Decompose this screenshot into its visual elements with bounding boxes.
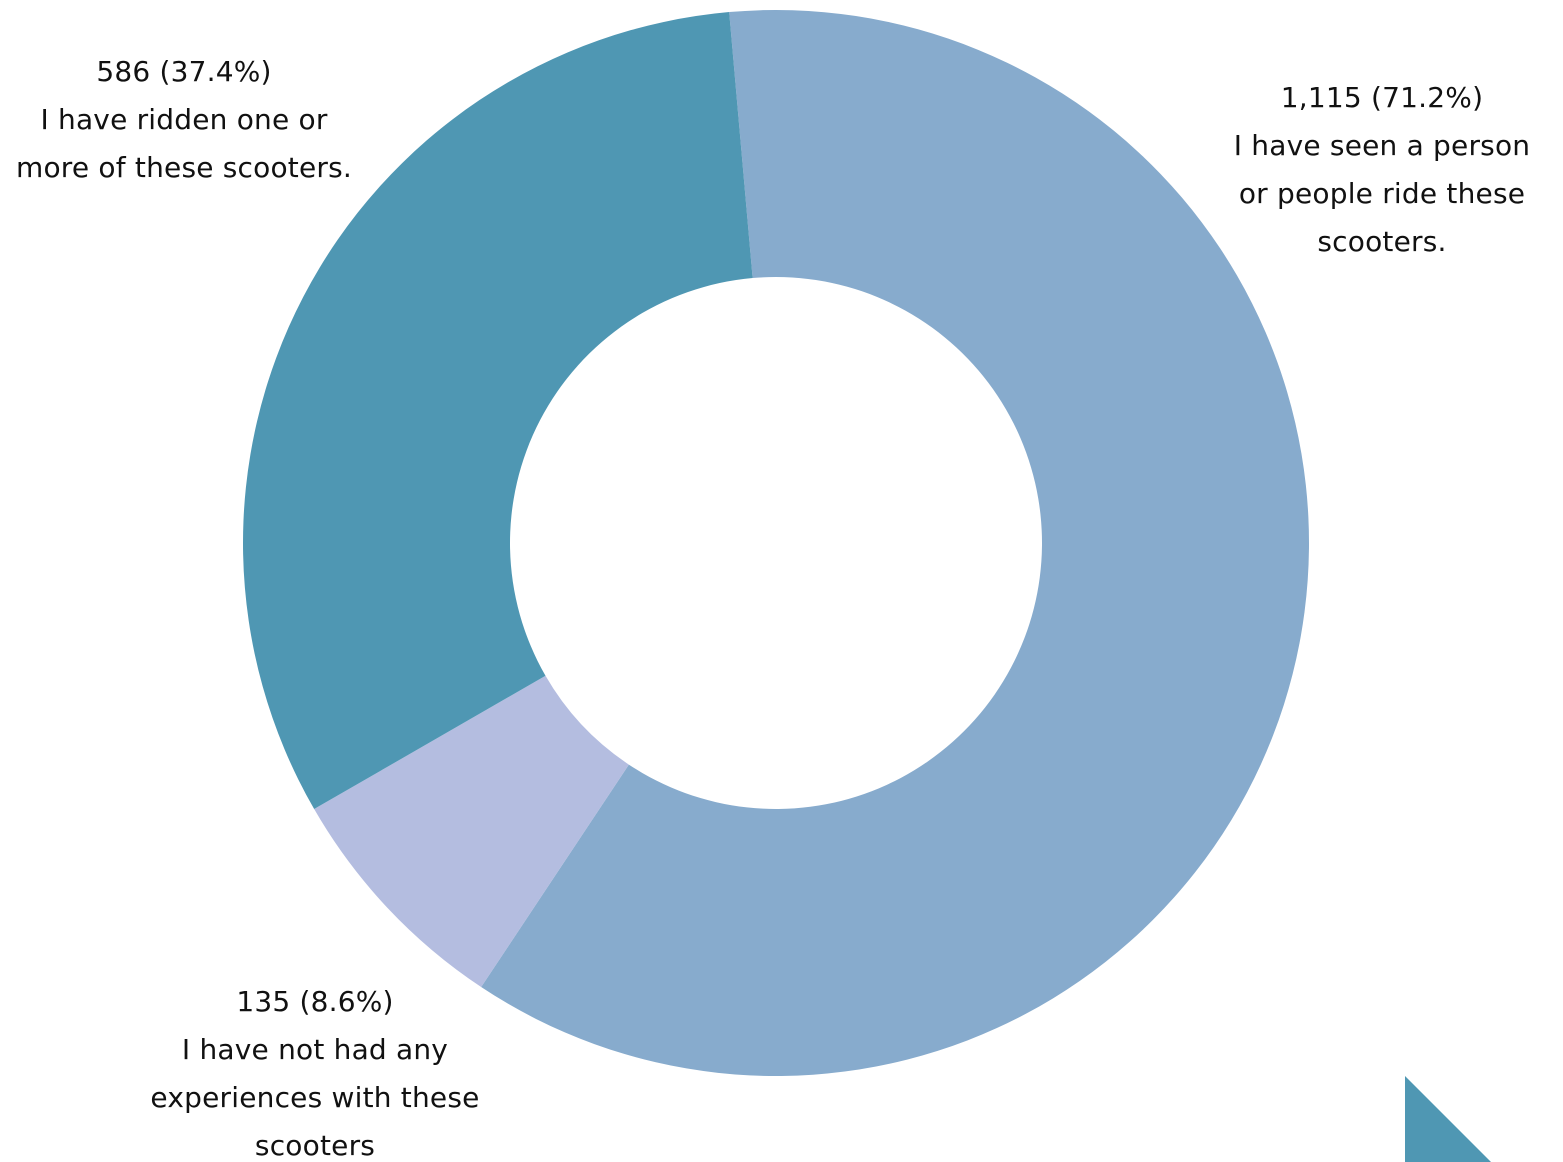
slice-value-label: 1,115 (71.2%) — [1280, 81, 1484, 114]
slice-label-seen-riding: 1,115 (71.2%) I have seen a person or pe… — [1212, 74, 1552, 266]
slice-category-line: scooters. — [1317, 225, 1447, 258]
slice-category-line: or people ride these — [1238, 177, 1526, 210]
slice-no-experience — [314, 675, 629, 988]
slice-value-label: 135 (8.6%) — [236, 985, 394, 1018]
slice-category-line: I have ridden one or — [40, 103, 328, 136]
corner-triangle-shape — [1405, 1076, 1491, 1162]
slice-category-line: experiences with these — [150, 1081, 480, 1114]
slice-category-line: scooters — [254, 1129, 376, 1162]
slice-category-line: I have not had any — [181, 1033, 449, 1066]
slice-label-no-experience: 135 (8.6%) I have not had any experience… — [140, 978, 490, 1162]
slice-label-ridden: 586 (37.4%) I have ridden one or more of… — [4, 48, 364, 192]
slice-value-label: 586 (37.4%) — [96, 55, 272, 88]
slice-category-line: I have seen a person — [1233, 129, 1531, 162]
slice-category-line: more of these scooters. — [15, 151, 353, 184]
slice-ridden — [243, 12, 753, 810]
slice-seen-riding — [481, 9, 1310, 1077]
